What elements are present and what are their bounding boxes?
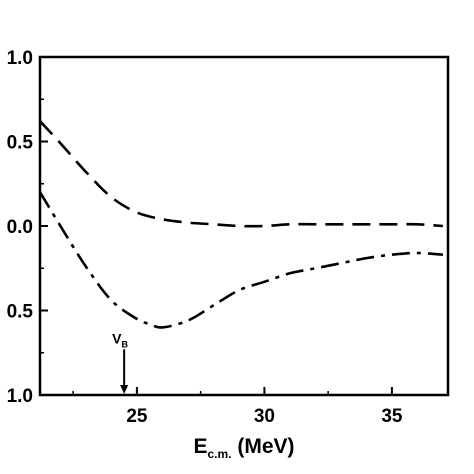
vb-annotation-label: VB — [112, 330, 128, 349]
x-axis-title: Ec.m. (MeV) — [193, 435, 294, 461]
x-axis-ticks: 25 30 35 — [72, 387, 403, 427]
plot-frame — [38, 55, 450, 397]
y-axis-ticks: 1.0 0.5 0.0 0.5 1.0 — [7, 48, 48, 407]
y-tick-label: 1.0 — [7, 48, 33, 69]
series-layer — [38, 120, 443, 329]
y-tick-label: 0.5 — [7, 302, 34, 323]
vb-arrow-head — [120, 385, 129, 394]
y-tick-label: 1.0 — [7, 386, 33, 407]
series-line-dash-dot — [38, 191, 443, 329]
x-tick-label: 25 — [126, 406, 148, 427]
y-tick-label: 0.0 — [7, 217, 33, 238]
y-tick-label: 0.5 — [7, 133, 34, 154]
x-tick-label: 30 — [254, 406, 275, 427]
x-tick-label: 35 — [381, 406, 403, 427]
series-line-dashed — [39, 120, 443, 228]
annotation-layer: VB — [112, 330, 128, 394]
